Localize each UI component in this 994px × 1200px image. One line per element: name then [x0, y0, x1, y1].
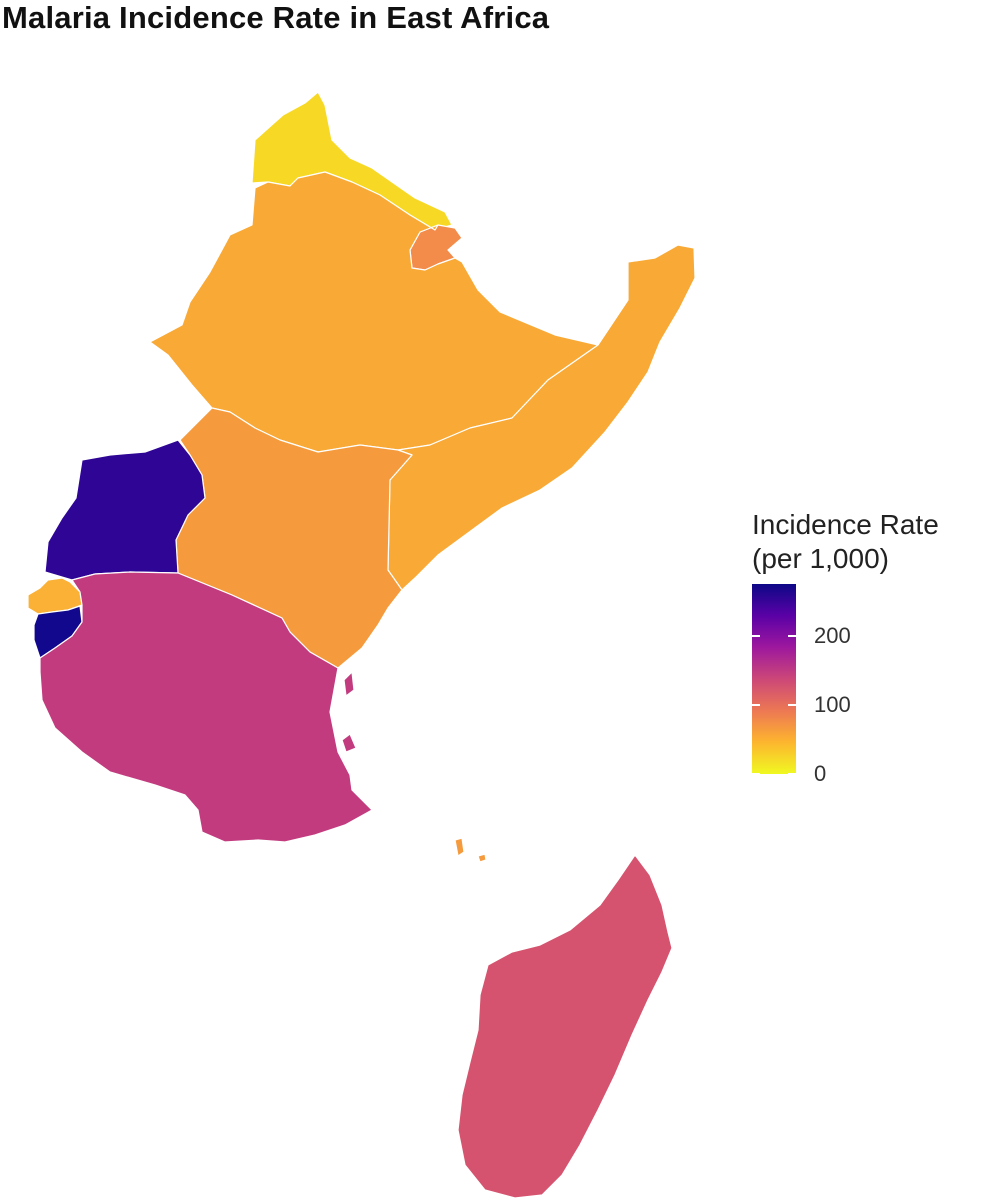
- legend-label-100: 100: [814, 691, 851, 717]
- legend-body: 200 100 0: [752, 584, 992, 786]
- region-comoros-shape-1: [477, 853, 487, 863]
- region-comoros-shape: [454, 837, 465, 857]
- legend-label-0: 0: [814, 761, 827, 786]
- legend-colorbar: [752, 584, 796, 774]
- legend-title-line2: (per 1,000): [752, 543, 889, 574]
- region-tanzania-shape-1: [343, 671, 355, 697]
- region-tanzania: [39, 571, 373, 843]
- map-title: Malaria Incidence Rate in East Africa: [2, 0, 550, 35]
- legend-title: Incidence Rate (per 1,000): [752, 508, 992, 576]
- region-madagascar: [457, 854, 673, 1199]
- region-madagascar-shape: [457, 854, 673, 1199]
- region-tanzania-shape-2: [341, 733, 357, 753]
- legend-title-line1: Incidence Rate: [752, 509, 939, 540]
- legend-label-200: 200: [814, 622, 851, 648]
- region-comoros: [454, 837, 487, 863]
- region-tanzania-shape: [39, 571, 373, 843]
- region-somalia-shape: [387, 244, 696, 591]
- legend: Incidence Rate (per 1,000) 200 100 0: [752, 508, 992, 786]
- region-somalia: [387, 244, 696, 591]
